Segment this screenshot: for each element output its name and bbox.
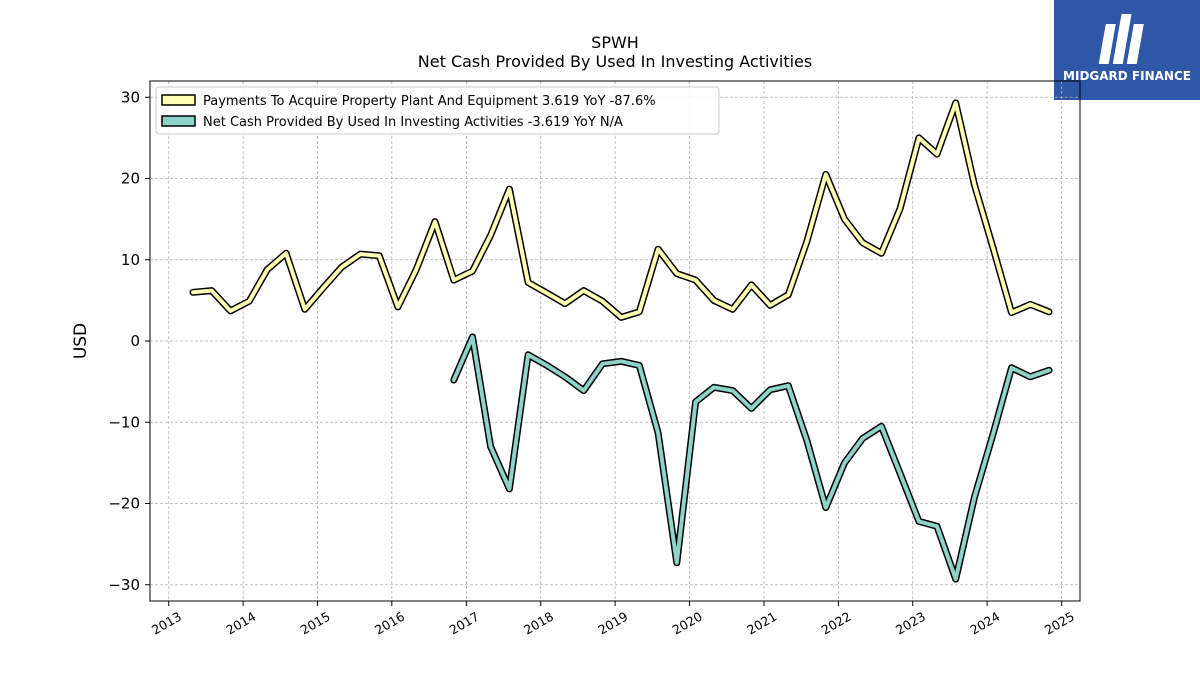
series-lines: [189, 99, 1053, 583]
legend-swatch: [161, 115, 196, 127]
y-tick-label: 0: [130, 332, 140, 350]
legend-label: Net Cash Provided By Used In Investing A…: [203, 115, 623, 130]
legend: Payments To Acquire Property Plant And E…: [155, 86, 720, 135]
chart-title: SPWH: [591, 33, 639, 52]
x-tick-label: 2014: [223, 609, 258, 638]
series-2-outline: [450, 333, 1053, 583]
axes: 30 20 10 0 −10 −20 −30 2013 2014 2015 2016 2017 2018…: [108, 88, 1077, 637]
y-tick-label: 20: [121, 170, 140, 188]
legend-swatch: [161, 94, 196, 106]
y-tick-label: −10: [108, 413, 140, 431]
y-tick-label: 30: [121, 88, 140, 106]
logo-text: MIDGARD FINANCE: [1063, 69, 1191, 83]
x-tick-label: 2019: [595, 609, 630, 638]
brand-logo: MIDGARD FINANCE: [1054, 0, 1200, 100]
x-tick-label: 2024: [967, 609, 1002, 638]
logo-mark-icon: [1098, 14, 1144, 64]
x-tick-label: 2025: [1042, 609, 1077, 638]
x-tick-label: 2018: [521, 609, 556, 638]
legend-label: Payments To Acquire Property Plant And E…: [203, 94, 656, 109]
legend-box: [155, 86, 720, 135]
y-tick-label: −30: [108, 576, 140, 594]
x-tick-label: 2023: [893, 609, 928, 638]
x-tick-label: 2020: [670, 609, 705, 638]
x-tick-label: 2013: [149, 609, 184, 638]
x-tick-label: 2017: [447, 609, 482, 638]
y-axis-label: USD: [71, 323, 91, 359]
y-tick-label: −20: [108, 495, 140, 513]
chart-subtitle: Net Cash Provided By Used In Investing A…: [417, 52, 813, 71]
x-tick-label: 2015: [298, 609, 333, 638]
grid-lines: [150, 81, 1080, 601]
x-tick-label: 2016: [372, 609, 407, 638]
x-tick-label: 2022: [819, 609, 854, 638]
series-1-outline: [189, 99, 1053, 321]
x-tick-label: 2021: [744, 609, 779, 638]
series-1-line: [191, 100, 1051, 320]
y-tick-label: 10: [121, 251, 140, 269]
series-2-line: [451, 334, 1051, 582]
